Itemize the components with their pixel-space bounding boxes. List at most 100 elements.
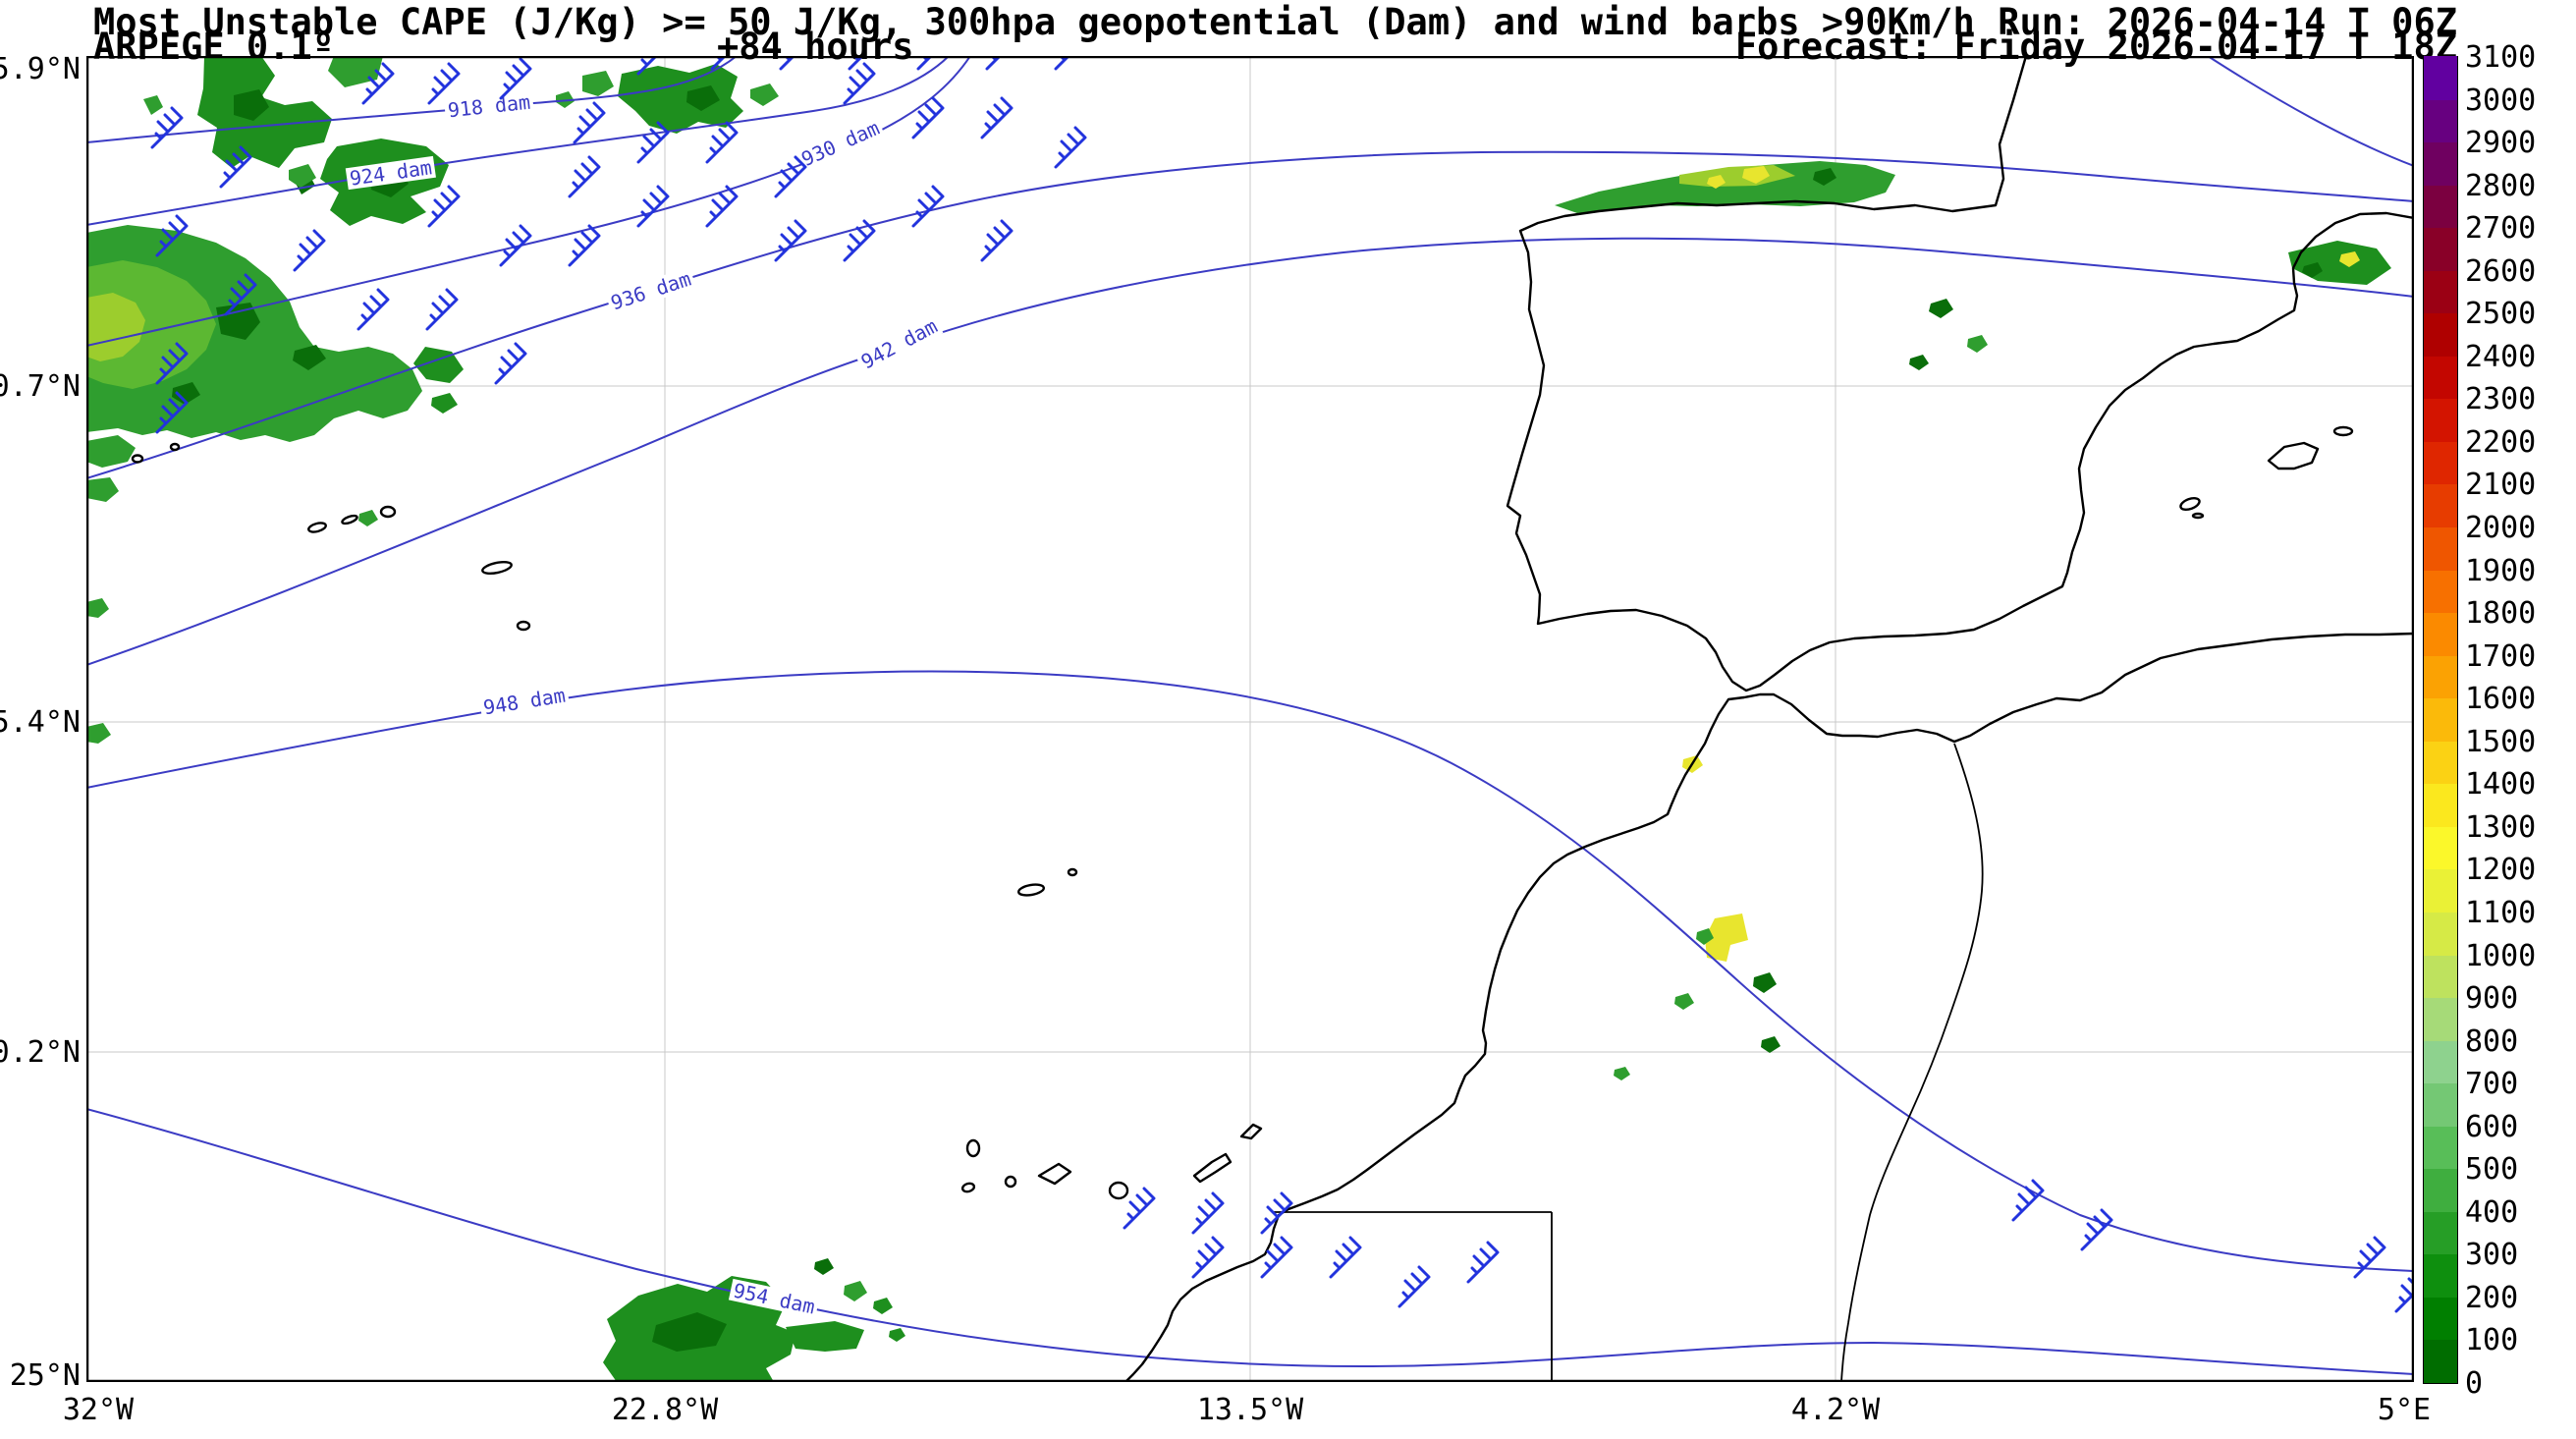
colorbar-cell [2424,1253,2457,1298]
y-tick-label: 30.2°N [0,1035,81,1070]
wind-barb [425,288,459,331]
colorbar-cell [2424,570,2457,614]
colorbar-tick-label: 1000 [2465,938,2537,973]
colorbar-tick-label: 3000 [2465,83,2537,118]
x-tick-label: 5°E [2377,1393,2432,1427]
wind-barb [494,342,527,385]
colorbar-tick-label: 300 [2465,1238,2519,1273]
wind-barb [636,185,670,228]
x-tick-label: 4.2°W [1790,1393,1881,1427]
wind-barb [573,101,606,144]
wind-barb [705,121,739,164]
wind-barb [705,185,739,228]
colorbar-tick-label: 1200 [2465,853,2537,888]
colorbar-tick-label: 400 [2465,1194,2519,1230]
colorbar-cell [2424,954,2457,999]
colorbar-tick-label: 2600 [2465,253,2537,289]
wind-barb [1191,1191,1225,1235]
colorbar-tick-label: 2000 [2465,511,2537,546]
wind-barb [1398,1265,1431,1308]
colorbar-cell [2424,912,2457,956]
colorbar-cell [2424,185,2457,229]
wind-barb [427,185,461,228]
contour-label-text: 930 dam [797,116,883,171]
colorbar-cell [2424,1040,2457,1084]
colorbar-tick-label: 2100 [2465,468,2537,503]
colorbar-cell [2424,441,2457,485]
wind-barb [155,214,189,257]
colorbar-labels: 0 100 200 300 400 500 600 700 800 900 1000 1100 1200… [2465,0,2563,1439]
wind-barb [774,219,807,262]
colorbar-cell [2424,483,2457,528]
colorbar-cell [2424,868,2457,913]
wind-barb [1054,126,1087,169]
wind-barb [499,224,532,267]
wind-barb [356,288,390,331]
wind-barb [155,342,189,385]
colorbar-tick-label: 100 [2465,1323,2519,1358]
contour-label-text: 942 dam [857,314,942,374]
colorbar-tick-label: 2700 [2465,211,2537,247]
wind-barb [2011,1179,2045,1222]
colorbar-cell [2424,783,2457,827]
colorbar-cell [2424,1297,2457,1341]
colorbar-cell [2424,997,2457,1041]
wind-barb [568,224,601,267]
contour-label: 942 dam [854,313,944,374]
colorbar-tick-label: 2200 [2465,424,2537,460]
colorbar-tick-label: 1600 [2465,682,2537,717]
colorbar-tick-label: 1900 [2465,553,2537,588]
contour-label: 936 dam [605,267,696,315]
wind-barb [1260,1236,1293,1279]
x-tick-label: 32°W [62,1393,135,1427]
colorbar-tick-label: 2300 [2465,382,2537,417]
wind-barb [1260,1191,1293,1235]
wind-barb [150,106,184,149]
colorbar-cell [2424,398,2457,442]
graticule [86,56,2414,1382]
colorbar-tick-label: 2800 [2465,168,2537,203]
chart-title: Most Unstable CAPE (J/Kg) >= 50 J/Kg, 30… [93,1,1975,43]
colorbar-tick-label: 1300 [2465,809,2537,845]
y-tick-label: 35.4°N [0,705,81,740]
contour-label: 930 dam [795,115,886,172]
country-borders [1273,743,1984,1383]
colorbar-cell [2424,270,2457,314]
contour-label: 948 dam [478,684,571,720]
colorbar-cell [2424,612,2457,656]
wind-barb [1123,1187,1156,1230]
coastlines [131,54,2416,1384]
colorbar-tick-label: 200 [2465,1280,2519,1315]
contour-label-text: 936 dam [608,267,694,315]
colorbar-tick-label: 1100 [2465,895,2537,930]
colorbar [2423,56,2458,1384]
colorbar-tick-label: 0 [2465,1366,2484,1401]
colorbar-cell [2424,1168,2457,1212]
wind-barb [843,219,876,262]
wind-barb [293,229,326,272]
colorbar-tick-label: 700 [2465,1067,2519,1102]
lead-time-label: +84 hours [717,26,914,68]
colorbar-tick-label: 1400 [2465,767,2537,803]
wind-barb [911,185,945,228]
colorbar-cell [2424,741,2457,785]
wind-barb [155,391,189,434]
colorbar-tick-label: 1700 [2465,638,2537,674]
wind-barb [499,57,532,100]
wind-barb [980,219,1014,262]
colorbar-tick-label: 1800 [2465,596,2537,632]
colorbar-cell [2424,1082,2457,1127]
contour-label: 918 dam [443,90,534,122]
colorbar-cell [2424,1211,2457,1255]
colorbar-cell [2424,227,2457,271]
wind-barb-layer [150,28,2428,1313]
colorbar-tick-label: 2500 [2465,297,2537,332]
map-canvas: 918 dam 924 dam 930 dam 936 dam 942 dam … [85,28,2428,1384]
contour-label-text: 948 dam [481,684,567,720]
map-frame [85,55,2415,1383]
wind-barb [1329,1236,1362,1279]
wind-barb [843,62,876,105]
wind-barb [774,155,807,198]
wind-barb [2080,1208,2113,1251]
x-tick-label: 13.5°W [1196,1393,1304,1427]
